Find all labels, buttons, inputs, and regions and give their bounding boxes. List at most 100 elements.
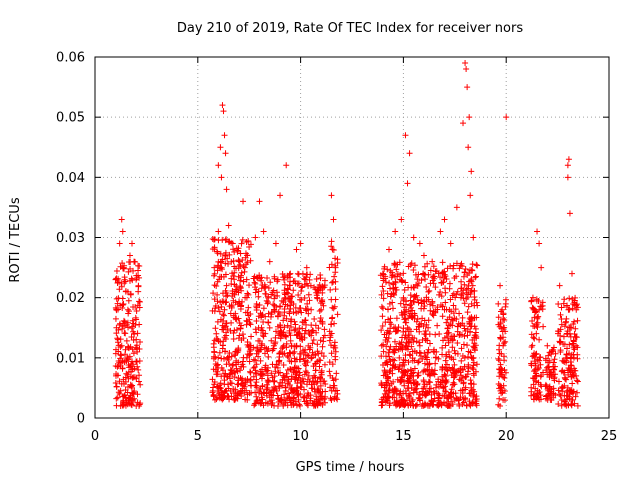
- data-point: [530, 381, 537, 388]
- y-tick-label: 0.05: [56, 111, 85, 126]
- data-point: [392, 347, 399, 354]
- data-point: [408, 336, 415, 343]
- data-point: [558, 321, 565, 328]
- data-point: [294, 270, 301, 277]
- data-point: [278, 329, 285, 336]
- data-point: [128, 334, 135, 341]
- data-point: [133, 375, 140, 382]
- data-point: [239, 236, 246, 243]
- data-point: [389, 272, 396, 279]
- data-point: [213, 282, 220, 289]
- data-point: [445, 322, 452, 329]
- data-point: [130, 350, 137, 357]
- data-point: [120, 317, 127, 324]
- data-point: [136, 263, 143, 270]
- x-tick-label: 10: [292, 429, 309, 444]
- data-point: [234, 349, 241, 356]
- data-point: [426, 331, 433, 338]
- data-point: [250, 356, 257, 363]
- data-point: [231, 396, 238, 403]
- data-point: [400, 296, 407, 303]
- data-point: [501, 375, 508, 382]
- data-point: [259, 332, 266, 339]
- data-point: [396, 259, 403, 266]
- data-point: [465, 348, 472, 355]
- data-point: [413, 318, 420, 325]
- data-point: [226, 238, 233, 245]
- data-point: [327, 372, 334, 379]
- data-point: [334, 311, 341, 318]
- data-point: [114, 300, 121, 307]
- data-point: [411, 310, 418, 317]
- data-point: [223, 186, 230, 193]
- data-point: [276, 310, 283, 317]
- data-point: [281, 391, 288, 398]
- data-point: [265, 294, 272, 301]
- data-point: [215, 228, 222, 235]
- data-point: [314, 341, 321, 348]
- data-point: [413, 389, 420, 396]
- data-point: [288, 389, 295, 396]
- data-point: [297, 350, 304, 357]
- data-point: [443, 319, 450, 326]
- data-point: [439, 313, 446, 320]
- data-point: [116, 322, 123, 329]
- data-point: [468, 168, 475, 175]
- data-point: [428, 366, 435, 373]
- data-point: [536, 354, 543, 361]
- data-point: [450, 302, 457, 309]
- data-point: [229, 240, 236, 247]
- data-point: [400, 370, 407, 377]
- data-point: [290, 388, 297, 395]
- data-point: [260, 319, 267, 326]
- data-point: [230, 297, 237, 304]
- data-point: [281, 294, 288, 301]
- data-point: [495, 380, 502, 387]
- data-point: [531, 335, 538, 342]
- data-point: [425, 296, 432, 303]
- data-point: [311, 316, 318, 323]
- data-point: [112, 379, 119, 386]
- data-point: [456, 310, 463, 317]
- data-point: [309, 385, 316, 392]
- data-point: [405, 332, 412, 339]
- data-point: [239, 387, 246, 394]
- data-point: [270, 342, 277, 349]
- data-point: [328, 261, 335, 268]
- data-point: [253, 397, 260, 404]
- data-point: [313, 276, 320, 283]
- data-point: [397, 379, 404, 386]
- data-point: [437, 274, 444, 281]
- data-point: [497, 361, 504, 368]
- data-point: [219, 322, 226, 329]
- data-point: [416, 342, 423, 349]
- data-point: [113, 383, 120, 390]
- data-point: [391, 338, 398, 345]
- data-point: [301, 317, 308, 324]
- data-point: [461, 269, 468, 276]
- data-point: [378, 342, 385, 349]
- data-point: [498, 350, 505, 357]
- data-point: [464, 332, 471, 339]
- data-point: [260, 333, 267, 340]
- data-point: [389, 305, 396, 312]
- data-point: [434, 322, 441, 329]
- data-point: [548, 390, 555, 397]
- data-point: [244, 259, 251, 266]
- data-point: [258, 342, 265, 349]
- data-point: [115, 295, 122, 302]
- data-point: [536, 357, 543, 364]
- data-point: [386, 300, 393, 307]
- data-point: [329, 314, 336, 321]
- data-point: [416, 328, 423, 335]
- data-point: [236, 332, 243, 339]
- data-point: [268, 370, 275, 377]
- data-point: [311, 360, 318, 367]
- data-point: [246, 244, 253, 251]
- data-point: [378, 399, 385, 406]
- data-point: [114, 335, 121, 342]
- data-point: [465, 144, 472, 151]
- data-point: [536, 336, 543, 343]
- data-point: [250, 373, 257, 380]
- data-point: [569, 296, 576, 303]
